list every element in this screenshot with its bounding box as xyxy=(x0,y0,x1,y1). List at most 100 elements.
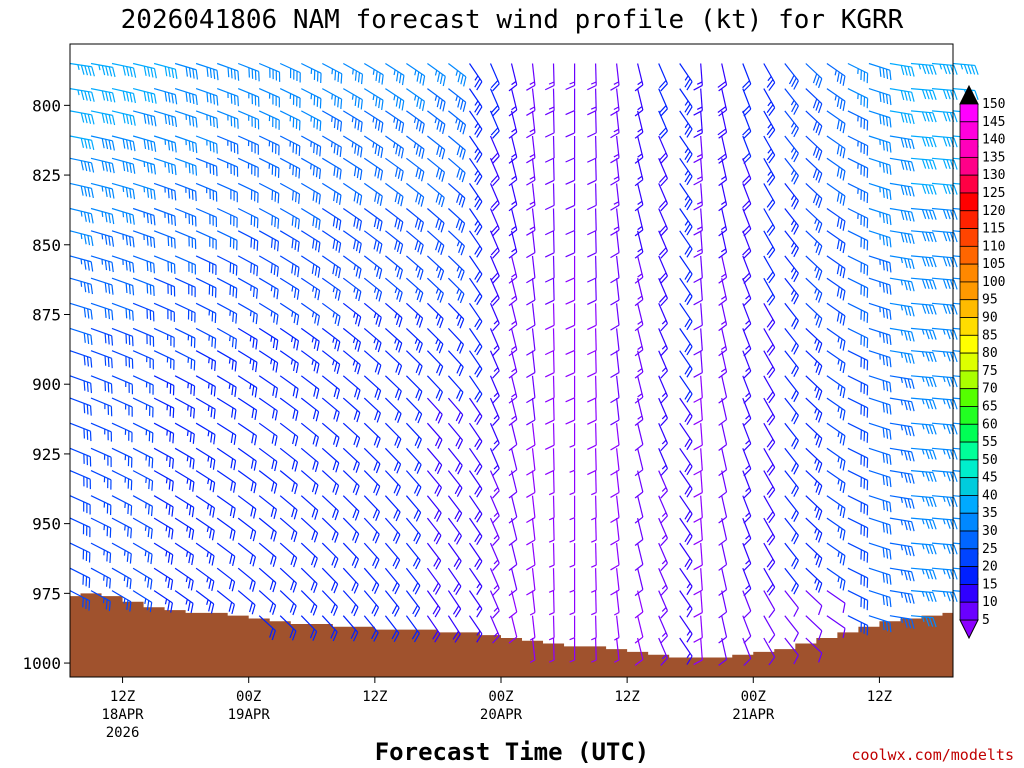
wind-barb xyxy=(321,255,341,279)
wind-barb xyxy=(237,88,260,107)
wind-barb xyxy=(69,542,91,563)
wind-barb xyxy=(742,183,752,212)
wind-barb xyxy=(301,157,322,179)
wind-barb xyxy=(826,208,846,231)
wind-barb xyxy=(237,135,259,155)
wind-barb xyxy=(111,182,136,200)
wind-barb xyxy=(889,327,915,342)
wind-barb xyxy=(763,397,776,426)
wind-barb xyxy=(153,590,173,613)
colorbar-label: 70 xyxy=(982,382,998,397)
wind-barb xyxy=(279,517,298,543)
wind-barb xyxy=(363,182,383,206)
wind-barb xyxy=(826,157,846,181)
wind-barb xyxy=(69,447,92,467)
wind-barb xyxy=(718,590,728,619)
wind-barb xyxy=(385,135,404,159)
wind-barb xyxy=(237,62,260,82)
wind-barb xyxy=(405,517,421,545)
wind-barb xyxy=(826,230,846,254)
colorbar-label: 60 xyxy=(982,417,998,432)
wind-barb xyxy=(111,470,133,491)
wind-barb xyxy=(279,277,300,300)
wind-barb xyxy=(587,208,597,236)
wind-barb xyxy=(132,182,156,200)
wind-barb xyxy=(847,207,869,229)
wind-barb xyxy=(868,470,892,488)
wind-barb xyxy=(805,63,823,89)
wind-barb xyxy=(634,448,644,477)
wind-barb xyxy=(300,302,320,326)
wind-barb xyxy=(69,495,91,515)
wind-barb xyxy=(406,63,426,86)
wind-barb xyxy=(279,182,301,204)
wind-barb xyxy=(569,543,576,568)
wind-barb xyxy=(634,230,644,259)
wind-barb xyxy=(279,230,300,252)
wind-barb xyxy=(526,278,536,306)
wind-barb xyxy=(216,135,239,155)
wind-barb xyxy=(587,110,597,138)
wind-barb xyxy=(69,375,93,394)
wind-barb xyxy=(784,375,799,403)
wind-barb xyxy=(489,255,500,284)
wind-barb xyxy=(565,110,576,138)
wind-barb xyxy=(565,63,576,91)
wind-barb xyxy=(679,135,693,163)
wind-barb xyxy=(448,88,467,112)
wind-barb xyxy=(153,422,175,444)
wind-barb xyxy=(847,88,869,109)
wind-barb xyxy=(679,567,693,596)
wind-barb xyxy=(111,495,133,516)
wind-barb xyxy=(508,517,518,546)
wind-barb xyxy=(174,302,196,323)
wind-barb xyxy=(195,470,216,493)
wind-barb xyxy=(591,615,597,641)
wind-barb xyxy=(469,88,483,116)
wind-barb xyxy=(910,230,937,243)
wind-barb xyxy=(742,158,752,187)
wind-barb xyxy=(90,495,112,516)
wind-barb xyxy=(426,542,442,570)
wind-barb xyxy=(195,88,219,106)
wind-barb xyxy=(508,350,518,379)
wind-barb xyxy=(321,182,342,205)
wind-barb xyxy=(174,590,194,614)
credit-link[interactable]: coolwx.com/modelts xyxy=(851,746,1014,764)
wind-barb xyxy=(805,88,823,114)
colorbar-label: 45 xyxy=(982,471,998,486)
wind-barb xyxy=(447,302,465,329)
wind-barb xyxy=(90,230,115,247)
wind-barb xyxy=(826,615,846,639)
wind-barb xyxy=(868,110,892,128)
wind-barb xyxy=(385,277,403,303)
wind-barb xyxy=(406,277,424,303)
wind-barb xyxy=(258,327,279,351)
wind-barb xyxy=(69,470,91,490)
surface-polygon xyxy=(70,593,953,677)
wind-barb xyxy=(718,350,728,379)
wind-barb xyxy=(322,88,343,109)
wind-barb xyxy=(342,517,360,544)
wind-barb xyxy=(489,208,500,237)
wind-barb xyxy=(526,88,536,116)
wind-barb xyxy=(910,375,937,388)
wind-barb xyxy=(342,327,362,352)
wind-barb xyxy=(426,350,444,376)
wind-barb xyxy=(427,208,445,233)
wind-barb xyxy=(111,207,135,225)
wind-barb xyxy=(548,615,555,641)
wind-barb xyxy=(342,255,362,279)
wind-barb xyxy=(489,567,500,597)
wind-barb xyxy=(258,157,280,178)
wind-barb xyxy=(784,63,799,90)
wind-barb xyxy=(405,615,420,643)
wind-barb xyxy=(658,183,668,212)
colorbar-label: 100 xyxy=(982,275,1005,290)
wind-barb xyxy=(910,182,937,195)
wind-barb xyxy=(216,350,237,372)
wind-barb xyxy=(784,277,799,305)
wind-barb xyxy=(195,590,215,614)
y-tick-label: 800 xyxy=(32,96,61,115)
colorbar-swatch xyxy=(959,103,979,123)
